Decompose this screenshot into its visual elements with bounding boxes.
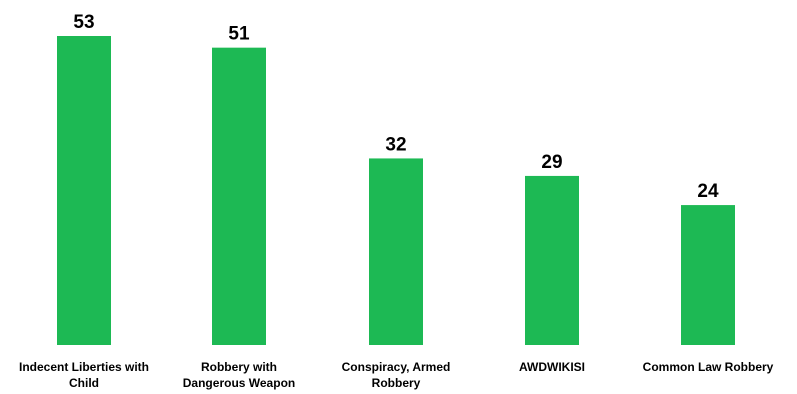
bar-5 bbox=[681, 205, 735, 345]
value-label-3: 32 bbox=[385, 134, 406, 155]
category-label-2-line-2: Dangerous Weapon bbox=[183, 376, 295, 390]
category-label-4: AWDWIKISI bbox=[519, 360, 585, 374]
bar-3 bbox=[369, 158, 423, 345]
category-label-1-line-1: Indecent Liberties with bbox=[19, 360, 149, 374]
value-label-4: 29 bbox=[541, 152, 562, 173]
bar-1 bbox=[57, 36, 111, 345]
value-labels-group: 53 51 32 29 24 bbox=[73, 12, 719, 202]
value-label-5: 24 bbox=[697, 181, 719, 202]
bar-2 bbox=[212, 47, 266, 346]
category-label-5: Common Law Robbery bbox=[643, 360, 774, 374]
value-label-2: 51 bbox=[228, 24, 250, 45]
category-label-3-line-2: Robbery bbox=[372, 376, 421, 390]
category-label-3-line-1: Conspiracy, Armed bbox=[342, 360, 451, 374]
value-label-1: 53 bbox=[73, 12, 94, 33]
category-label-2-line-1: Robbery with bbox=[201, 360, 277, 374]
category-label-5-line-1: Common Law Robbery bbox=[643, 360, 774, 374]
bar-4 bbox=[525, 175, 579, 345]
category-label-1-line-2: Child bbox=[69, 376, 99, 390]
category-label-4-line-1: AWDWIKISI bbox=[519, 360, 585, 374]
category-label-1: Indecent Liberties with Child bbox=[19, 360, 149, 390]
category-label-3: Conspiracy, Armed Robbery bbox=[342, 360, 451, 390]
bars-group bbox=[57, 36, 735, 346]
category-labels-group: Indecent Liberties with Child Robbery with… bbox=[19, 360, 774, 390]
category-label-2: Robbery with Dangerous Weapon bbox=[183, 360, 295, 390]
